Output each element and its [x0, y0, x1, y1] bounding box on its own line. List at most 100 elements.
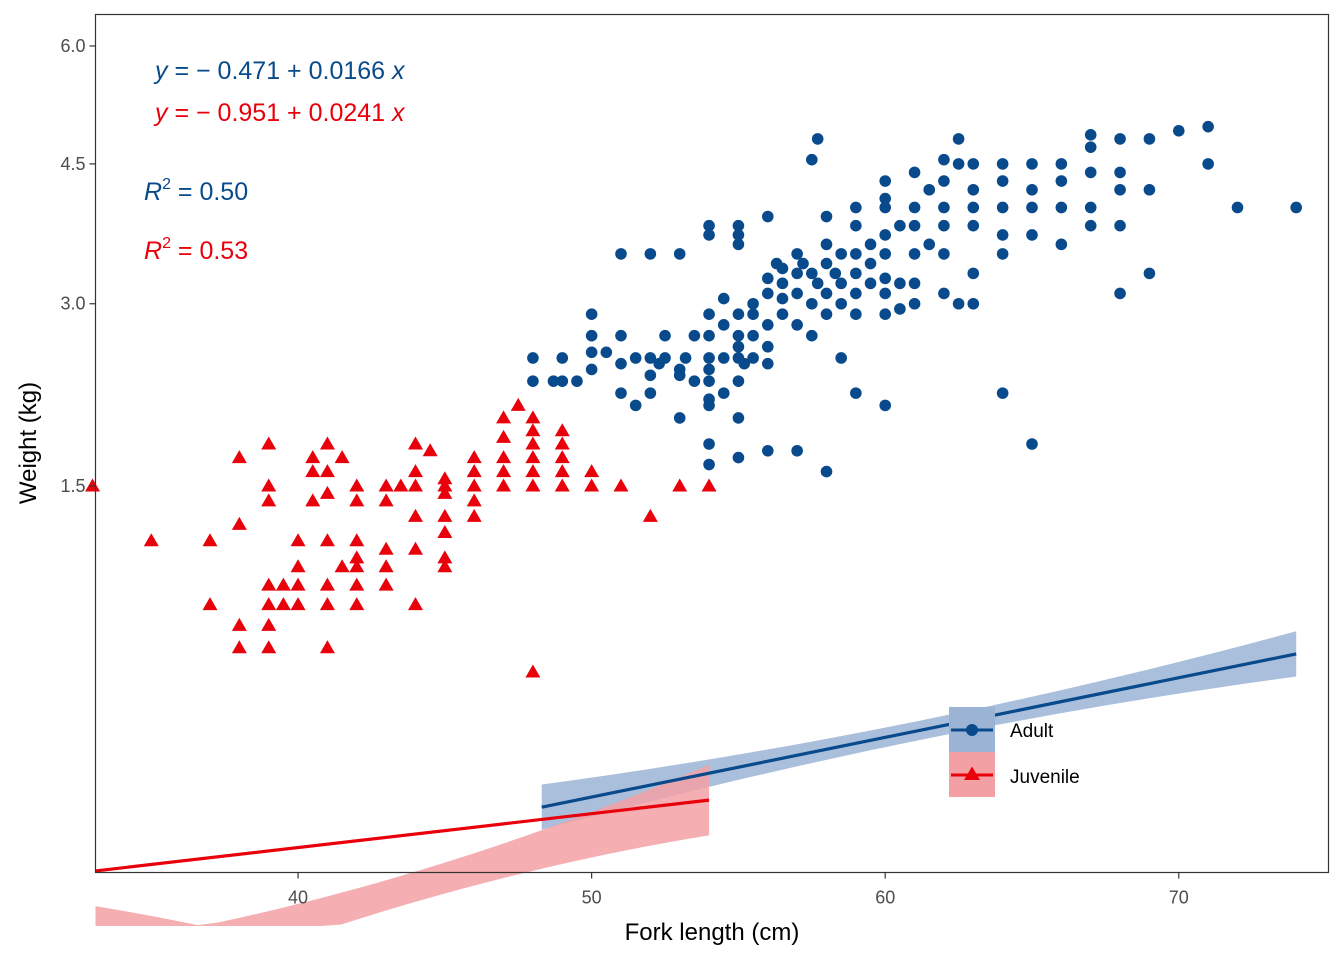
data-point-adult — [703, 438, 715, 450]
data-point-adult — [791, 248, 803, 260]
data-point-juvenile — [202, 597, 218, 611]
data-point-juvenile — [319, 485, 335, 499]
data-point-juvenile — [496, 429, 512, 443]
data-point-adult — [894, 277, 906, 290]
data-point-juvenile — [422, 443, 438, 457]
data-point-juvenile — [554, 464, 570, 478]
data-point-adult — [1026, 158, 1038, 170]
x-tick-label: 50 — [582, 888, 602, 908]
data-point-adult — [717, 319, 730, 331]
x-tick-label: 60 — [875, 888, 895, 908]
data-point-adult — [717, 352, 730, 364]
data-point-adult — [797, 257, 809, 270]
data-point-adult — [644, 369, 657, 382]
data-point-adult — [615, 329, 627, 342]
data-point-adult — [923, 238, 936, 251]
data-point-adult — [776, 262, 789, 275]
data-point-adult — [894, 219, 906, 232]
data-point-juvenile — [407, 436, 423, 450]
data-point-adult — [850, 387, 862, 399]
data-point-juvenile — [261, 597, 277, 611]
data-point-juvenile — [319, 577, 335, 591]
data-point-juvenile — [525, 478, 541, 492]
data-point-adult — [761, 272, 774, 285]
data-point-juvenile — [407, 478, 423, 492]
data-point-adult — [879, 229, 892, 241]
data-point-juvenile — [261, 493, 277, 507]
data-point-adult — [1084, 166, 1097, 179]
data-point-juvenile — [349, 533, 365, 547]
data-point-juvenile — [305, 464, 321, 478]
x-axis-title: Fork length (cm) — [625, 919, 800, 946]
data-point-adult — [820, 257, 833, 270]
data-point-adult — [850, 267, 862, 280]
data-point-adult — [850, 201, 862, 214]
data-point-adult — [732, 412, 745, 424]
data-point-adult — [659, 329, 671, 342]
data-point-adult — [938, 287, 950, 300]
data-point-adult — [879, 248, 892, 260]
data-point-juvenile — [261, 436, 277, 450]
data-point-adult — [850, 308, 862, 321]
data-point-juvenile — [496, 410, 512, 424]
data-point-juvenile — [231, 617, 247, 631]
data-point-adult — [806, 297, 818, 310]
data-point-adult — [864, 238, 877, 251]
data-point-adult — [938, 201, 950, 214]
data-point-adult — [1114, 219, 1126, 232]
data-point-adult — [547, 375, 560, 387]
data-point-adult — [1084, 219, 1097, 232]
data-point-adult — [820, 210, 833, 223]
data-point-adult — [996, 248, 1009, 260]
data-point-adult — [908, 201, 921, 214]
data-point-adult — [585, 329, 598, 342]
data-point-juvenile — [496, 450, 512, 464]
data-point-juvenile — [525, 410, 541, 424]
data-point-adult — [1055, 201, 1068, 214]
data-point-adult — [747, 297, 759, 310]
data-point-juvenile — [349, 597, 365, 611]
data-point-juvenile — [143, 533, 159, 547]
data-point-adult — [703, 329, 715, 342]
data-point-adult — [1114, 183, 1126, 196]
data-point-juvenile — [319, 597, 335, 611]
data-point-adult — [527, 375, 539, 387]
data-point-adult — [1084, 141, 1097, 153]
data-point-juvenile — [437, 559, 453, 573]
data-point-juvenile — [407, 597, 423, 611]
data-point-juvenile — [275, 577, 291, 591]
data-point-juvenile — [349, 478, 365, 492]
data-point-adult — [732, 308, 745, 321]
data-point-juvenile — [613, 478, 629, 492]
fit-line-adult — [541, 652, 1297, 809]
data-point-juvenile — [319, 640, 335, 654]
data-point-adult — [1143, 183, 1156, 196]
y-axis-title: Weight (kg) — [15, 382, 42, 504]
legend-marker-juvenile — [964, 766, 980, 780]
data-point-adult — [996, 229, 1009, 241]
plot-panel-border — [94, 13, 1330, 874]
data-point-adult — [894, 303, 906, 315]
data-point-juvenile — [334, 559, 350, 573]
data-point-adult — [527, 352, 539, 364]
data-point-juvenile — [466, 493, 482, 507]
data-point-adult — [644, 248, 657, 260]
data-point-adult — [879, 192, 892, 205]
data-point-adult — [703, 393, 715, 406]
legend-marker-adult — [966, 724, 978, 736]
data-point-juvenile — [466, 508, 482, 522]
data-point-adult — [879, 287, 892, 300]
data-point-adult — [761, 340, 774, 353]
data-point-juvenile — [349, 550, 365, 564]
data-point-adult — [879, 308, 892, 321]
data-point-juvenile — [554, 450, 570, 464]
data-point-juvenile — [525, 464, 541, 478]
data-point-juvenile — [672, 478, 688, 492]
data-point-juvenile — [378, 493, 394, 507]
data-point-juvenile — [437, 478, 453, 492]
juvenile-equation: y = − 0.951 + 0.0241 x — [153, 99, 406, 127]
data-point-adult — [952, 158, 965, 170]
data-point-adult — [1202, 120, 1214, 133]
data-point-adult — [879, 399, 892, 412]
data-point-juvenile — [407, 464, 423, 478]
